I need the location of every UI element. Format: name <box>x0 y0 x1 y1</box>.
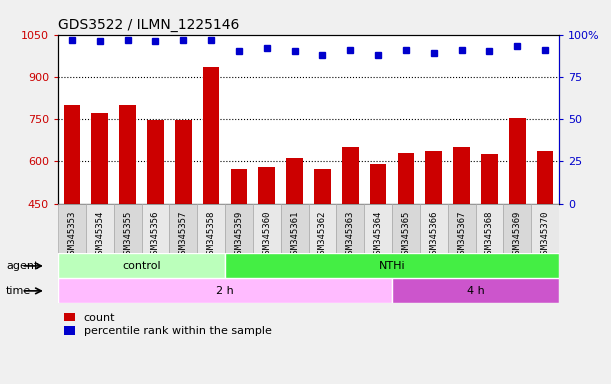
Bar <box>509 118 525 204</box>
Bar <box>287 159 303 204</box>
Text: GSM345357: GSM345357 <box>179 211 188 259</box>
Text: time: time <box>6 286 31 296</box>
Text: GSM345367: GSM345367 <box>457 211 466 259</box>
Text: 4 h: 4 h <box>467 286 485 296</box>
Bar <box>475 204 503 253</box>
Bar <box>253 204 280 253</box>
Bar <box>280 204 309 253</box>
Bar <box>531 204 559 253</box>
Text: GSM345362: GSM345362 <box>318 211 327 259</box>
Bar <box>114 204 142 253</box>
Text: GSM345361: GSM345361 <box>290 211 299 259</box>
Text: GSM345355: GSM345355 <box>123 211 132 259</box>
Bar <box>203 67 219 204</box>
Text: GSM345358: GSM345358 <box>207 211 216 259</box>
Bar <box>58 253 225 278</box>
Bar <box>225 253 559 278</box>
Bar <box>142 204 169 253</box>
Bar <box>398 153 414 204</box>
Text: GSM345356: GSM345356 <box>151 211 160 259</box>
Bar <box>169 204 197 253</box>
Bar <box>58 278 392 303</box>
Bar <box>425 151 442 204</box>
Bar <box>147 121 164 204</box>
Bar <box>370 164 387 204</box>
Bar <box>314 169 331 204</box>
Bar <box>342 147 359 204</box>
Bar <box>119 105 136 204</box>
Text: GSM345370: GSM345370 <box>541 211 550 259</box>
Legend: count, percentile rank within the sample: count, percentile rank within the sample <box>64 313 271 336</box>
Bar <box>92 113 108 204</box>
Text: agent: agent <box>6 261 38 271</box>
Bar <box>453 147 470 204</box>
Bar <box>258 167 275 204</box>
Bar <box>64 105 80 204</box>
Text: GSM345368: GSM345368 <box>485 211 494 259</box>
Bar <box>481 154 498 204</box>
Text: NTHi: NTHi <box>379 261 405 271</box>
Bar <box>86 204 114 253</box>
Text: GSM345364: GSM345364 <box>374 211 382 259</box>
Text: GSM345353: GSM345353 <box>67 211 76 259</box>
Bar <box>175 119 192 204</box>
Bar <box>420 204 448 253</box>
Bar <box>225 204 253 253</box>
Text: GSM345363: GSM345363 <box>346 211 355 259</box>
Text: GDS3522 / ILMN_1225146: GDS3522 / ILMN_1225146 <box>58 18 240 32</box>
Bar <box>197 204 225 253</box>
Bar <box>230 169 247 204</box>
Bar <box>58 204 86 253</box>
Bar <box>392 204 420 253</box>
Text: 2 h: 2 h <box>216 286 234 296</box>
Bar <box>392 278 559 303</box>
Bar <box>448 204 475 253</box>
Bar <box>503 204 531 253</box>
Bar <box>537 151 554 204</box>
Text: GSM345369: GSM345369 <box>513 211 522 259</box>
Bar <box>309 204 337 253</box>
Text: GSM345366: GSM345366 <box>430 211 438 259</box>
Text: GSM345365: GSM345365 <box>401 211 411 259</box>
Text: control: control <box>122 261 161 271</box>
Text: GSM345360: GSM345360 <box>262 211 271 259</box>
Bar <box>337 204 364 253</box>
Bar <box>364 204 392 253</box>
Text: GSM345359: GSM345359 <box>235 211 243 259</box>
Text: GSM345354: GSM345354 <box>95 211 104 259</box>
